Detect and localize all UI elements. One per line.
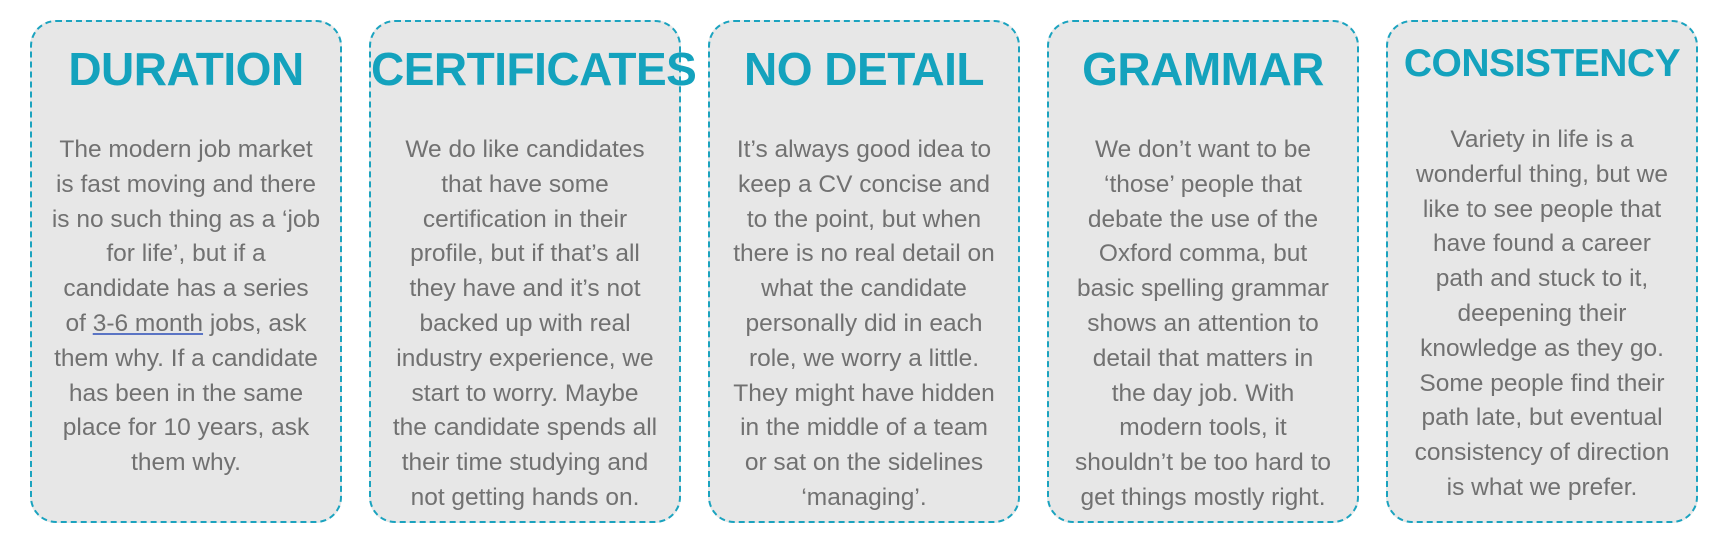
body-line: what the candidate bbox=[761, 275, 967, 303]
card-title: CONSISTENCY bbox=[1403, 42, 1681, 85]
body-line: that have some bbox=[441, 170, 609, 198]
card-body: We don’t want to be ‘those’ people that … bbox=[1059, 133, 1347, 516]
body-line: path and stuck to it, bbox=[1435, 265, 1649, 293]
body-line: knowledge as they go. bbox=[1420, 334, 1664, 362]
body-line: They might have hidden bbox=[733, 379, 995, 407]
card-duration: DURATION The modern job market is fast m… bbox=[30, 20, 342, 523]
body-line: is fast moving and there bbox=[55, 170, 317, 198]
body-line: to the point, but when bbox=[746, 205, 982, 233]
card-body: Variety in life is a wonderful thing, bu… bbox=[1398, 123, 1686, 506]
card-consistency: CONSISTENCY Variety in life is a wonderf… bbox=[1386, 20, 1698, 523]
body-line: start to worry. Maybe bbox=[411, 379, 639, 407]
body-line: there is no real detail on bbox=[733, 240, 995, 268]
body-line: Variety in life is a bbox=[1450, 126, 1634, 153]
body-line: detail that matters in bbox=[1092, 344, 1314, 372]
card-title: CERTIFICATES bbox=[371, 43, 697, 95]
body-line: ‘managing’. bbox=[801, 483, 927, 511]
body-line: We do like candidates bbox=[405, 136, 645, 163]
body-line: basic spelling grammar bbox=[1077, 275, 1329, 303]
card-body: The modern job market is fast moving and… bbox=[42, 133, 330, 481]
body-line: the day job. With bbox=[1111, 379, 1295, 407]
body-line: or sat on the sidelines bbox=[744, 449, 984, 477]
body-line: is no such thing as a ‘job bbox=[51, 205, 321, 233]
body-line: role, we worry a little. bbox=[748, 344, 980, 372]
body-line: for life’, but if a bbox=[106, 240, 266, 268]
body-line: consistency of direction bbox=[1414, 439, 1670, 467]
body-line: ‘those’ people that bbox=[1104, 170, 1302, 198]
body-line: industry experience, we bbox=[396, 344, 654, 372]
card-body: We do like candidates that have some cer… bbox=[381, 133, 669, 516]
body-line: debate the use of the bbox=[1087, 205, 1319, 233]
body-line: they have and it’s not bbox=[409, 275, 641, 303]
body-text: of bbox=[65, 309, 93, 337]
card-certificates: CERTIFICATES We do like candidates that … bbox=[369, 20, 697, 523]
body-line: shouldn’t be too hard to bbox=[1074, 449, 1332, 477]
body-line: wonderful thing, but we bbox=[1416, 160, 1668, 188]
body-line: Oxford comma, but bbox=[1098, 240, 1308, 268]
body-line: in the middle of a team bbox=[740, 414, 988, 442]
underlined-phrase: 3-6 month bbox=[92, 309, 204, 337]
card-no-detail: NO DETAIL It’s always good idea to keep … bbox=[708, 20, 1020, 523]
card-grammar: GRAMMAR We don’t want to be ‘those’ peop… bbox=[1047, 20, 1359, 523]
body-line: backed up with real bbox=[419, 309, 631, 337]
body-line: keep a CV concise and bbox=[738, 170, 990, 198]
body-line: their time studying and bbox=[401, 449, 649, 477]
body-line: profile, but if that’s all bbox=[410, 240, 640, 268]
body-line: the candidate spends all bbox=[392, 414, 658, 442]
body-line: get things mostly right. bbox=[1080, 483, 1326, 511]
body-text: jobs, ask bbox=[203, 309, 307, 337]
body-line: like to see people that bbox=[1422, 195, 1662, 223]
card-body: It’s always good idea to keep a CV conci… bbox=[720, 133, 1008, 516]
body-line: have found a career bbox=[1433, 230, 1651, 258]
body-line: shows an attention to bbox=[1087, 309, 1319, 337]
body-line: We don’t want to be bbox=[1094, 136, 1312, 163]
card-title: NO DETAIL bbox=[744, 43, 984, 95]
body-line: deepening their bbox=[1457, 299, 1627, 327]
body-line: personally did in each bbox=[745, 309, 983, 337]
body-line: of 3-6 month jobs, ask bbox=[42, 307, 330, 342]
body-line: certification in their bbox=[422, 205, 628, 233]
body-line: path late, but eventual bbox=[1421, 404, 1663, 432]
body-line: candidate has a series bbox=[63, 275, 309, 303]
body-line: Some people find their bbox=[1419, 369, 1665, 397]
body-line: them why. bbox=[131, 449, 241, 477]
body-line: modern tools, it bbox=[1119, 414, 1287, 442]
body-line: It’s always good idea to bbox=[736, 136, 992, 163]
body-line: place for 10 years, ask bbox=[62, 414, 310, 442]
body-line: The modern job market bbox=[59, 136, 313, 163]
body-line: has been in the same bbox=[68, 379, 304, 407]
card-title: GRAMMAR bbox=[1082, 43, 1324, 95]
body-line: them why. If a candidate bbox=[54, 344, 318, 372]
card-title: DURATION bbox=[68, 43, 304, 95]
body-line: is what we prefer. bbox=[1446, 473, 1638, 501]
body-line: not getting hands on. bbox=[410, 483, 640, 511]
